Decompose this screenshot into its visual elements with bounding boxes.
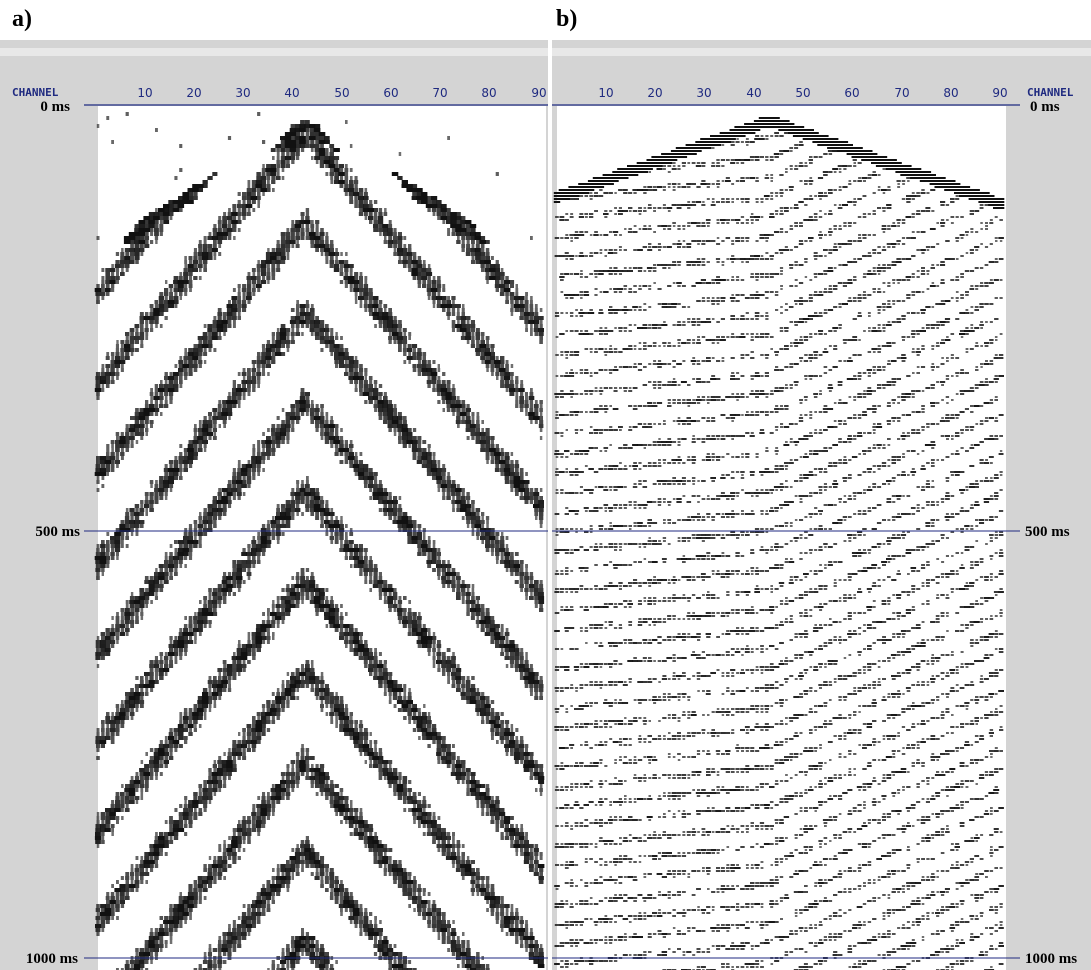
panel-a-tick-60: 60	[383, 86, 398, 100]
panel-a-tick-80: 80	[481, 86, 496, 100]
panel-a-time-label-500: 500 ms	[35, 524, 80, 540]
panel-b-tick-10: 10	[598, 86, 613, 100]
panel-b-tick-70: 70	[894, 86, 909, 100]
panel-a-letter: a)	[12, 6, 32, 32]
panel-a-tick-70: 70	[432, 86, 447, 100]
panel-a-tick-50: 50	[334, 86, 349, 100]
panel-b-seismic-traces	[553, 117, 1005, 970]
panel-b-top-strip	[552, 48, 1091, 56]
panel-a-tick-10: 10	[137, 86, 152, 100]
panel-a-time-label-0: 0 ms	[40, 99, 70, 115]
panel-a-seismic-traces	[94, 112, 545, 970]
panel-b-time-label-500: 500 ms	[1025, 524, 1070, 540]
panel-b-tick-30: 30	[696, 86, 711, 100]
panel-b-tick-90: 90	[992, 86, 1007, 100]
panel-a-tick-20: 20	[186, 86, 201, 100]
panel-b-tick-80: 80	[943, 86, 958, 100]
panel-a-tick-40: 40	[284, 86, 299, 100]
panel-a-channel-label: CHANNEL	[12, 86, 59, 99]
panel-b-tick-40: 40	[746, 86, 761, 100]
panel-b-time-label-0: 0 ms	[1030, 99, 1060, 115]
panel-b-tick-50: 50	[795, 86, 810, 100]
panel-a-tick-30: 30	[235, 86, 250, 100]
panel-b-channel-label: CHANNEL	[1027, 86, 1074, 99]
panel-b-tick-20: 20	[647, 86, 662, 100]
panel-a-time-label-1000: 1000 ms	[26, 951, 78, 967]
panel-b-tick-60: 60	[844, 86, 859, 100]
panel-a-tick-90: 90	[531, 86, 546, 100]
panel-a-top-strip	[0, 48, 548, 56]
panel-b-letter: b)	[556, 6, 578, 32]
panel-b-time-label-1000: 1000 ms	[1025, 951, 1077, 967]
